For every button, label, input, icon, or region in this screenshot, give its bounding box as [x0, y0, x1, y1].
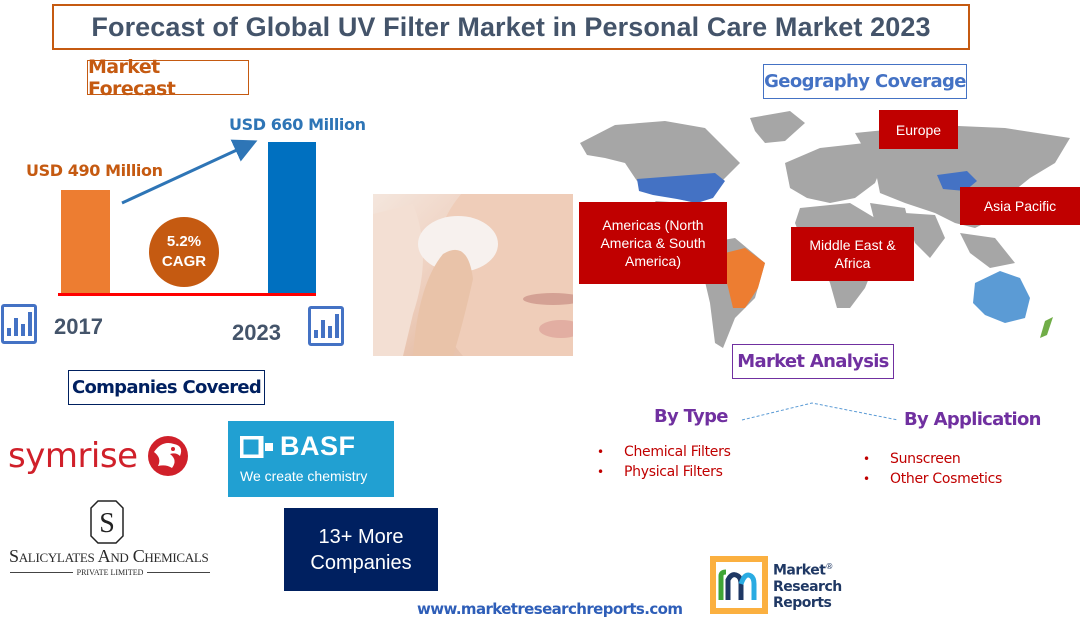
symrise-logo: symrise — [8, 434, 190, 478]
more-companies-box: 13+ More Companies — [284, 508, 438, 591]
chart-baseline — [58, 293, 316, 296]
by-type-heading: By Type — [654, 406, 728, 427]
region-label-middle-east-africa: Middle East & Africa — [791, 227, 914, 281]
page-title-box: Forecast of Global UV Filter Market in P… — [52, 4, 970, 50]
cagr-badge: 5.2% CAGR — [149, 217, 219, 287]
list-item: Chemical Filters — [597, 442, 731, 462]
cagr-value: 5.2% — [166, 233, 202, 250]
bar-chart-icon — [1, 304, 37, 344]
geography-coverage-label-box: Geography Coverage — [763, 64, 967, 99]
cagr-label: CAGR — [161, 253, 207, 270]
by-type-list: Chemical Filters Physical Filters — [597, 442, 731, 482]
salicylates-subtitle: PRIVATE LIMITED — [10, 568, 210, 577]
list-item: Other Cosmetics — [863, 469, 1002, 489]
page-title: Forecast of Global UV Filter Market in P… — [91, 11, 931, 42]
by-application-list: Sunscreen Other Cosmetics — [863, 449, 1002, 489]
basf-logo: BASF We create chemistry — [228, 421, 394, 497]
basf-squares-icon — [240, 435, 273, 458]
value-label-2023: USD 660 Million — [229, 115, 366, 134]
region-label-americas: Americas (North America & South America) — [579, 202, 727, 284]
connector-lines — [741, 402, 899, 421]
mrr-line3: Reports — [773, 594, 832, 611]
salicylates-name: Salicylates And Chemicals — [9, 546, 209, 566]
market-analysis-label: Market Analysis — [737, 351, 889, 372]
skincare-photo — [373, 194, 573, 356]
companies-covered-label: Companies Covered — [71, 377, 262, 398]
region-label-europe: Europe — [879, 110, 958, 149]
market-forecast-label-box: Market Forecast — [87, 56, 249, 100]
market-forecast-label: Market Forecast — [88, 55, 176, 100]
geography-coverage-label: Geography Coverage — [764, 71, 966, 92]
value-label-2017: USD 490 Million — [26, 161, 163, 180]
salicylates-logo: S Salicylates And Chemicals PRIVATE LIMI… — [6, 498, 211, 580]
year-2017: 2017 — [54, 314, 103, 339]
year-2023: 2023 — [232, 320, 281, 345]
growth-arrow-icon — [121, 139, 258, 205]
market-research-reports-logo: Market® Research Reports — [710, 556, 842, 614]
mrr-line2: Research — [773, 578, 842, 595]
more-companies-line1: 13+ More — [318, 525, 404, 548]
bar-2023 — [268, 142, 316, 294]
salicylates-monogram-icon: S — [90, 500, 124, 544]
market-analysis-label-box: Market Analysis — [732, 344, 894, 379]
region-label-asia-pacific: Asia Pacific — [960, 187, 1080, 225]
basf-wordmark: BASF — [280, 431, 356, 461]
website-link[interactable]: www.marketresearchreports.com — [417, 600, 683, 618]
list-item: Sunscreen — [863, 449, 1002, 469]
basf-tagline: We create chemistry — [240, 468, 368, 484]
companies-covered-label-box: Companies Covered — [68, 370, 265, 405]
mrr-m-emblem-icon — [710, 556, 768, 614]
by-application-heading: By Application — [904, 409, 1041, 430]
bar-chart-icon — [308, 306, 344, 346]
svg-text:S: S — [99, 508, 115, 539]
bar-2017 — [61, 190, 110, 294]
list-item: Physical Filters — [597, 462, 731, 482]
mrr-line1: Market® — [773, 562, 833, 579]
dragon-emblem-icon — [147, 436, 188, 476]
symrise-wordmark: symrise — [8, 436, 138, 476]
more-companies-line2: Companies — [310, 551, 412, 574]
